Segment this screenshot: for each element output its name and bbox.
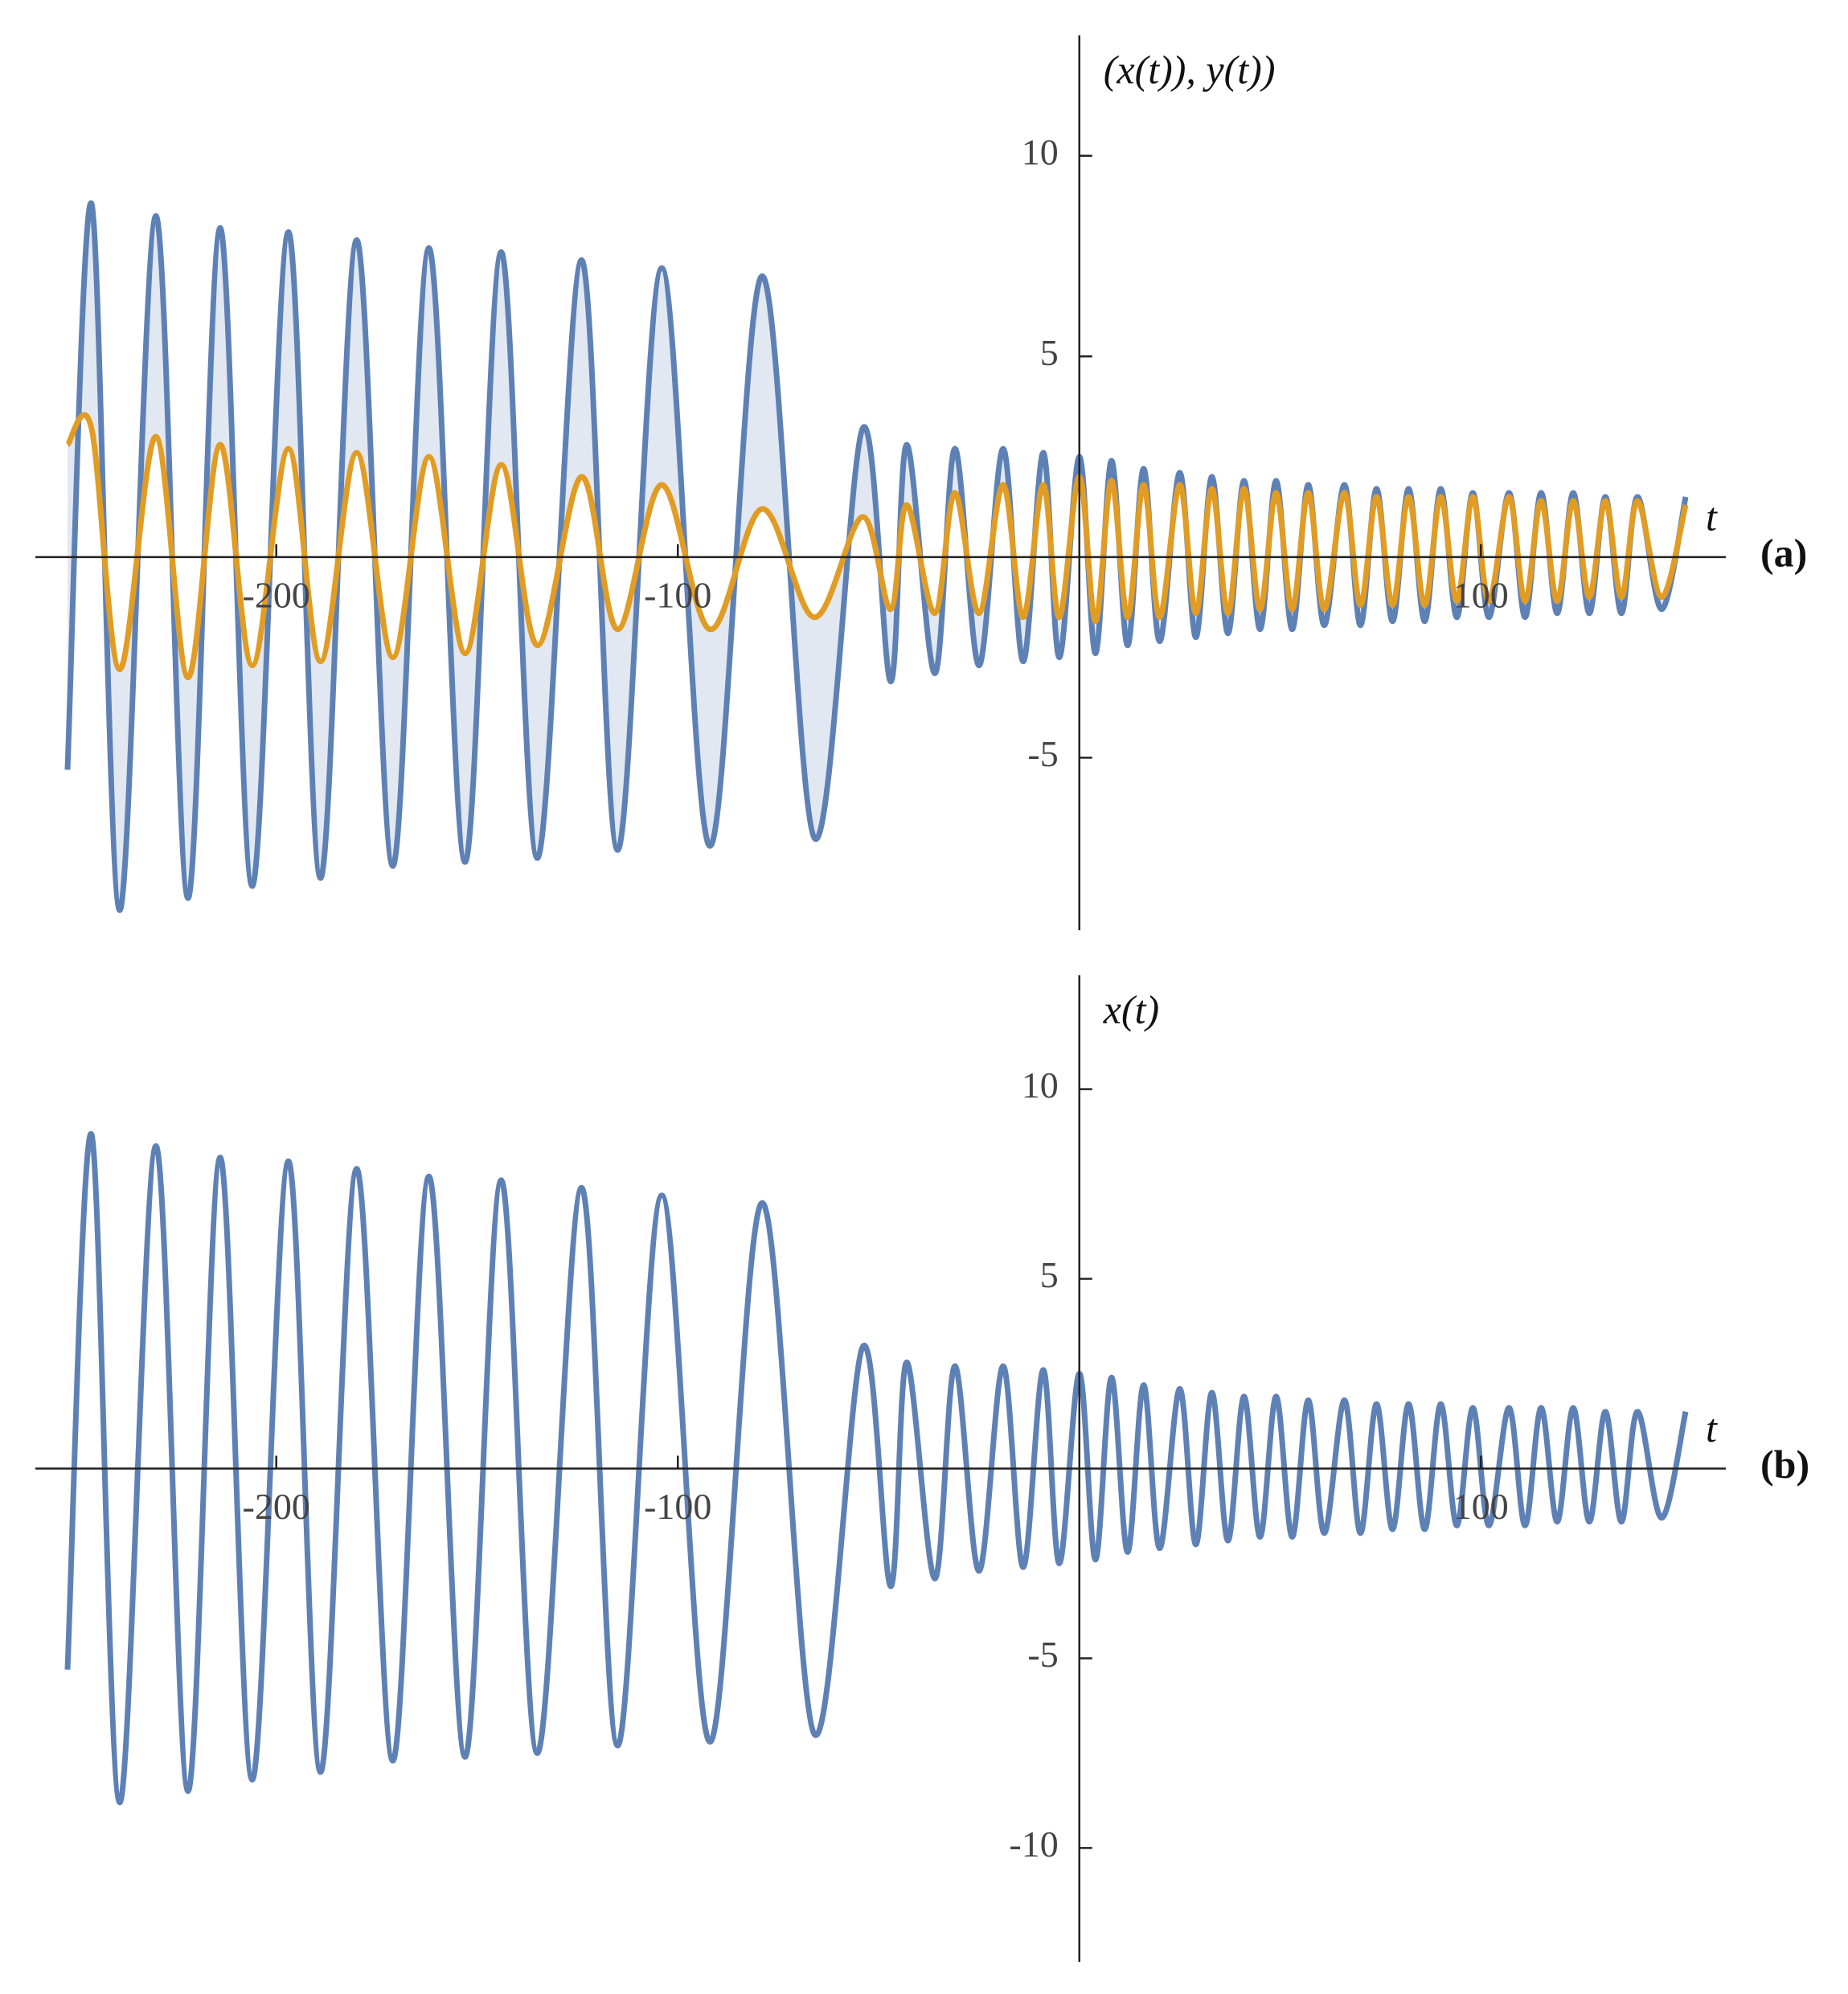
x-tick-label: -200 — [243, 574, 310, 615]
x-axis-label: t — [1706, 494, 1718, 539]
x-tick-label: 100 — [1453, 1486, 1509, 1527]
fill-between — [67, 203, 1686, 911]
x-axis-label: t — [1706, 1405, 1718, 1450]
y-axis-label: x(t) — [1103, 987, 1159, 1032]
y-axis-label: (x(t)), y(t)) — [1104, 47, 1276, 92]
x-tick-label: -200 — [243, 1486, 310, 1527]
x-tick-label: -100 — [644, 1486, 711, 1527]
x-tick-label: -100 — [644, 574, 711, 615]
series-line — [64, 1131, 1689, 1806]
y-tick-label: 5 — [1040, 332, 1059, 373]
y-tick-label: 5 — [1040, 1254, 1059, 1295]
panel-label: (a) — [1760, 530, 1807, 575]
x-tick-label: 100 — [1453, 574, 1509, 615]
y-tick-label: -10 — [1009, 1824, 1058, 1865]
series-line — [65, 412, 1689, 681]
y-tick-label: -5 — [1027, 1634, 1058, 1675]
y-tick-label: 10 — [1022, 1065, 1059, 1106]
y-tick-label: -5 — [1027, 733, 1058, 774]
y-tick-label: 10 — [1022, 131, 1059, 172]
panel-label: (b) — [1760, 1442, 1809, 1487]
